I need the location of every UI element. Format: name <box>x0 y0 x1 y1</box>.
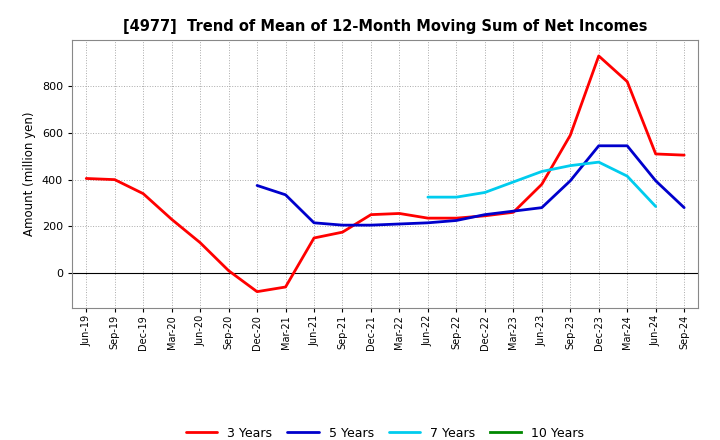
Y-axis label: Amount (million yen): Amount (million yen) <box>23 112 36 236</box>
Title: [4977]  Trend of Mean of 12-Month Moving Sum of Net Incomes: [4977] Trend of Mean of 12-Month Moving … <box>123 19 647 34</box>
Legend: 3 Years, 5 Years, 7 Years, 10 Years: 3 Years, 5 Years, 7 Years, 10 Years <box>186 427 585 440</box>
